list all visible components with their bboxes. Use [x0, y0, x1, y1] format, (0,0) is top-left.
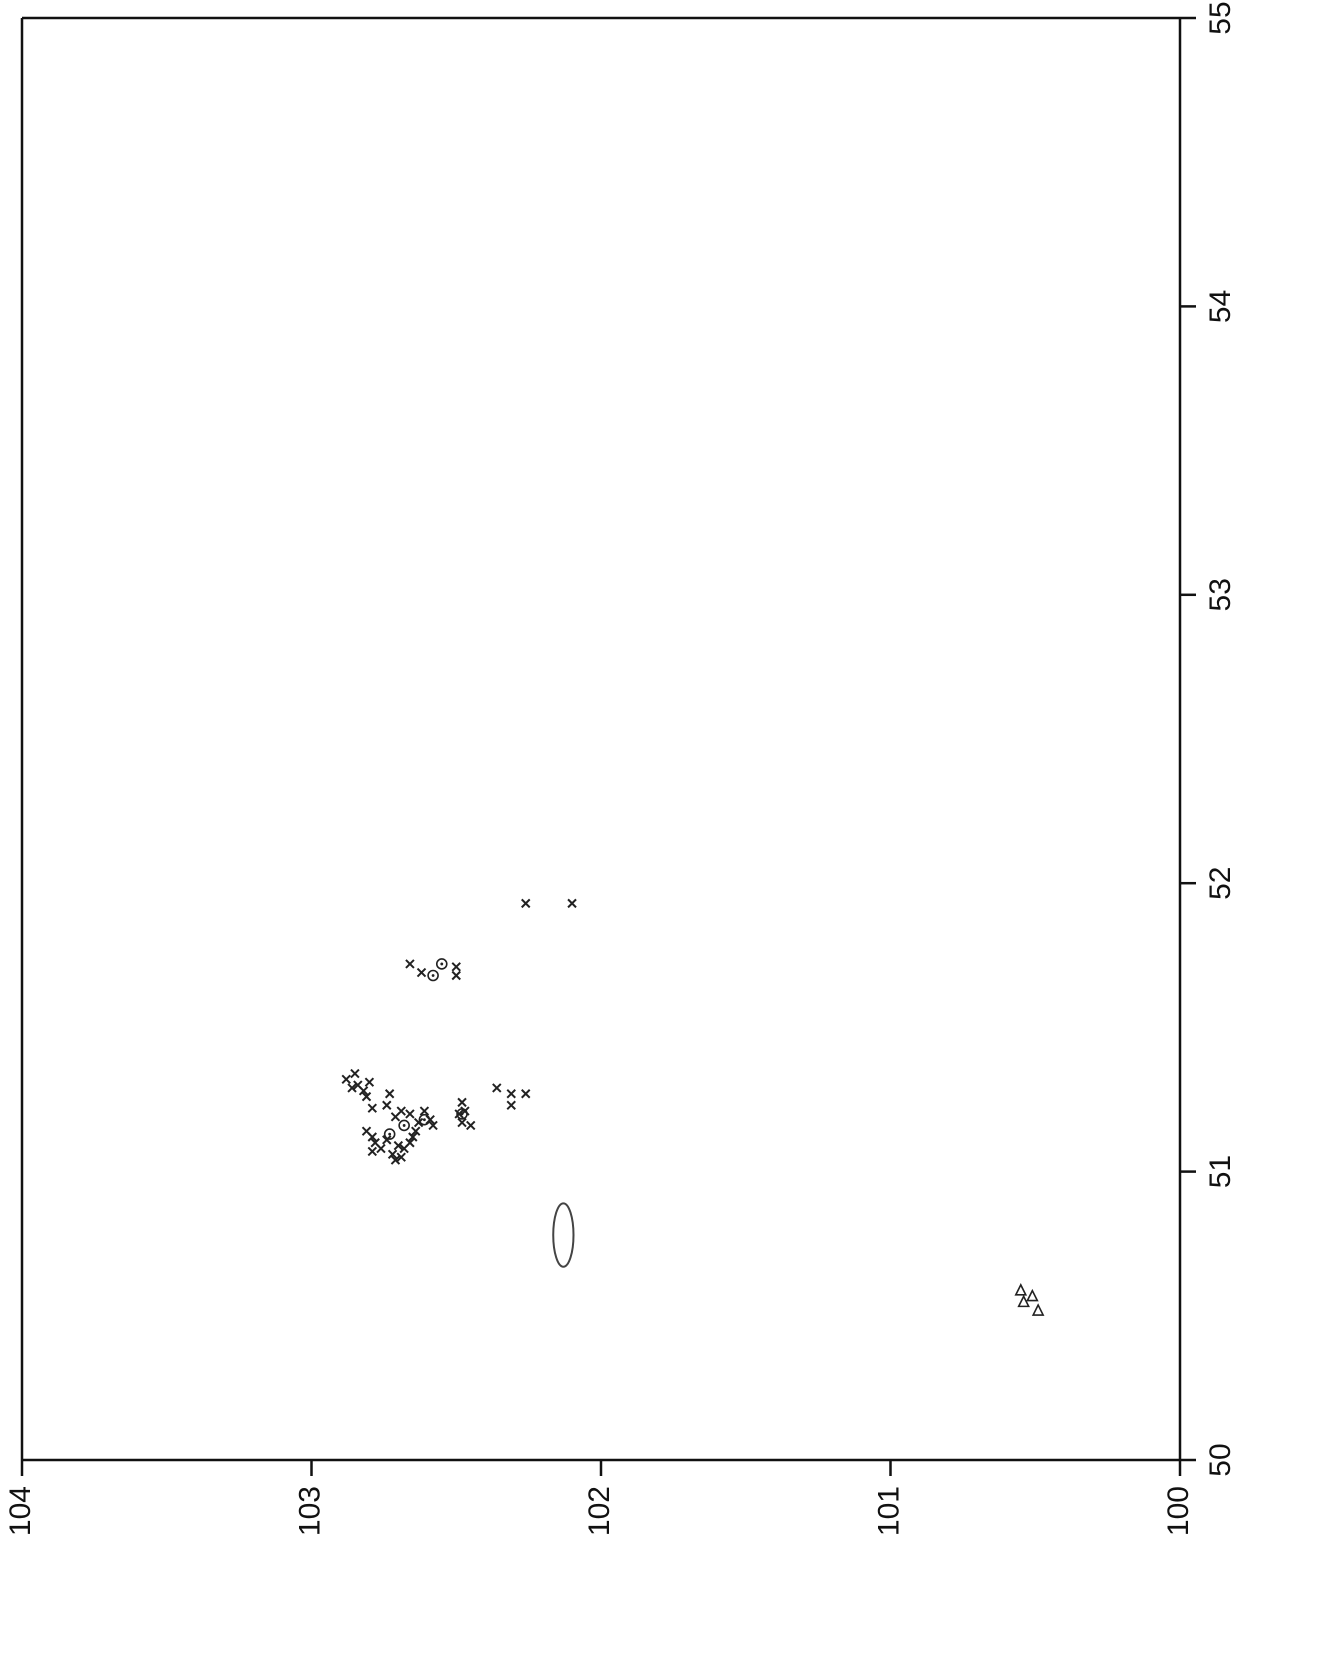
data-points: [341, 898, 1045, 1316]
x-marker-point: [384, 1089, 395, 1099]
circle-marker-dot: [460, 1112, 464, 1116]
triangle-marker-point: [1031, 1303, 1045, 1316]
x-marker-point: [367, 1132, 378, 1142]
circle-marker-ring: [398, 1119, 410, 1132]
x-marker-point: [396, 1106, 406, 1116]
circle-marker-dot: [423, 1118, 426, 1122]
x-marker-point: [405, 1109, 415, 1119]
circle-marker-ring: [456, 1108, 468, 1120]
triangle-marker-point: [1026, 1288, 1039, 1302]
y-tick-label: 103: [293, 1486, 326, 1536]
x-marker-point: [567, 898, 577, 909]
circle-marker-point: [383, 1128, 396, 1140]
x-marker-point: [382, 1100, 392, 1110]
circle-marker-point: [398, 1119, 410, 1132]
x-marker-point: [408, 1132, 418, 1142]
circle-marker-ring: [383, 1128, 396, 1140]
circle-marker-ring: [435, 958, 448, 970]
x-marker-point: [341, 1074, 351, 1085]
x-marker-point: [350, 1068, 360, 1079]
circle-marker-point: [456, 1108, 468, 1120]
x-marker-point: [347, 1083, 357, 1093]
tick-labels: 50 51 52 53 54 55 104 103 102 101 100: [4, 1, 1237, 1536]
triangle-marker-point: [1014, 1283, 1028, 1296]
y-tick-label: 100: [1162, 1486, 1195, 1536]
x-marker-point: [364, 1077, 375, 1087]
circle-marker-dot: [431, 974, 435, 977]
circle-marker-dot: [402, 1124, 406, 1127]
y-tick-label: 102: [583, 1486, 616, 1536]
circle-marker-ring: [418, 1113, 431, 1126]
x-marker-point: [367, 1103, 378, 1113]
error-ellipse: [552, 1202, 575, 1268]
x-tick-label: 53: [1204, 578, 1237, 611]
x-tick-label: 52: [1204, 867, 1237, 900]
x-marker-point: [506, 1089, 516, 1099]
x-marker-point: [396, 1152, 406, 1162]
x-marker-point: [454, 1109, 464, 1119]
circle-marker-dot: [388, 1132, 392, 1136]
circle-marker-point: [418, 1113, 431, 1126]
x-marker-point: [358, 1086, 369, 1096]
x-marker-point: [506, 1100, 516, 1110]
x-tick-label: 50: [1204, 1443, 1237, 1476]
x-tick-label: 51: [1204, 1155, 1237, 1188]
y-tick-label: 101: [872, 1486, 905, 1536]
x-marker-point: [457, 1097, 467, 1108]
x-marker-point: [492, 1083, 502, 1093]
x-tick-label: 54: [1204, 290, 1237, 323]
x-marker-point: [405, 959, 415, 969]
x-marker-point: [387, 1149, 398, 1160]
x-marker-point: [521, 1089, 531, 1099]
circle-marker-point: [435, 958, 448, 970]
x-marker-point: [428, 1120, 438, 1131]
x-marker-point: [382, 1135, 392, 1145]
circle-marker-dot: [440, 962, 444, 966]
x-marker-point: [393, 1140, 404, 1151]
x-marker-point: [376, 1143, 386, 1154]
x-marker-point: [419, 1106, 430, 1116]
x-marker-point: [457, 1117, 467, 1128]
x-marker-point: [411, 1126, 421, 1136]
circle-marker-point: [427, 969, 439, 982]
error-ellipse-layer: [552, 1202, 575, 1268]
x-marker-point: [521, 898, 531, 909]
x-marker-point: [390, 1155, 401, 1165]
x-tick-label: 55: [1204, 1, 1237, 34]
x-marker-point: [413, 1117, 424, 1128]
x-marker-point: [451, 962, 461, 972]
x-marker-point: [416, 967, 427, 978]
x-marker-point: [367, 1146, 378, 1157]
plot-frame: [20, 16, 1182, 1462]
x-marker-point: [361, 1091, 372, 1102]
circle-marker-ring: [427, 969, 439, 982]
x-marker-point: [451, 970, 461, 981]
y-tick-label: 104: [4, 1486, 37, 1536]
x-marker-point: [466, 1120, 476, 1131]
x-marker-point: [405, 1138, 415, 1148]
